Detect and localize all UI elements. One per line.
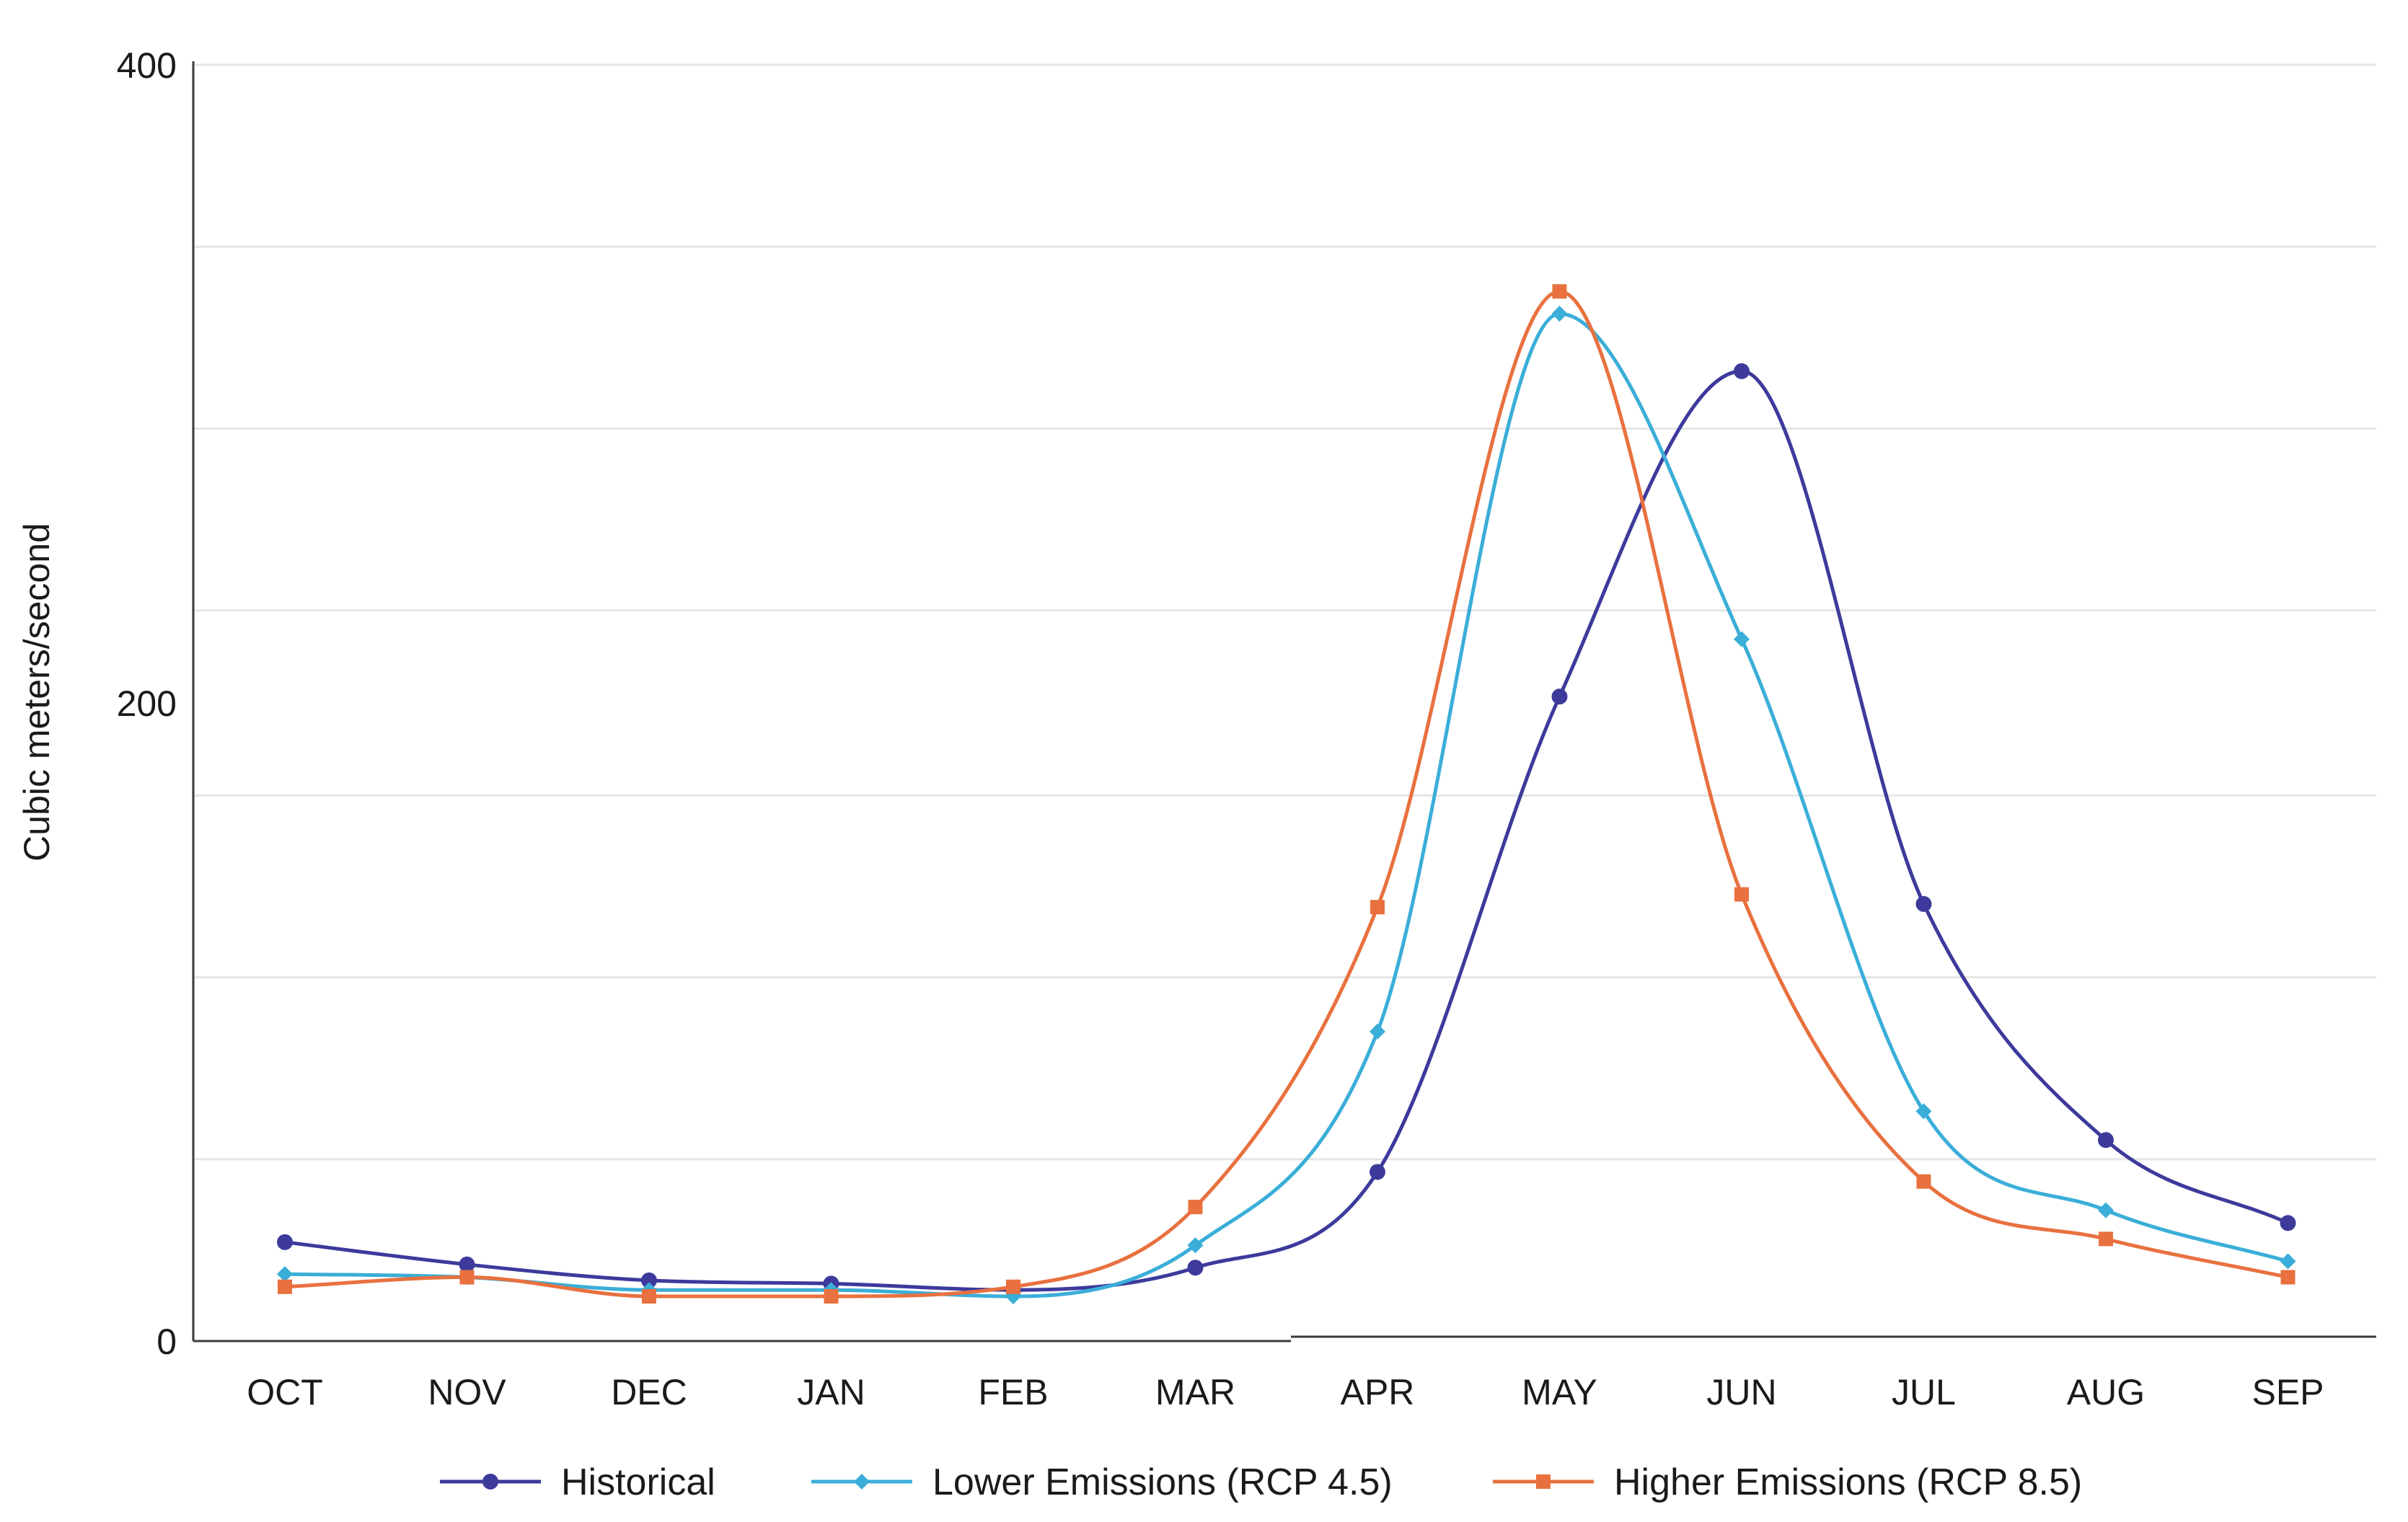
data-point bbox=[1734, 887, 1749, 902]
data-point bbox=[1915, 895, 1932, 912]
data-point bbox=[278, 1279, 292, 1294]
x-tick-label: MAY bbox=[1522, 1372, 1597, 1412]
data-point bbox=[277, 1266, 293, 1283]
data-point bbox=[2280, 1270, 2295, 1285]
x-tick-label: JAN bbox=[797, 1372, 865, 1412]
series-line bbox=[283, 369, 2290, 1292]
series-3 bbox=[278, 284, 2295, 1304]
x-tick-label: APR bbox=[1341, 1372, 1415, 1412]
data-point bbox=[1916, 1174, 1931, 1189]
x-tick-label: JUN bbox=[1706, 1372, 1776, 1412]
legend-item: Higher Emissions (RCP 8.5) bbox=[1493, 1461, 2082, 1503]
data-point bbox=[2280, 1253, 2296, 1270]
legend-marker bbox=[854, 1474, 870, 1490]
legend-label: Higher Emissions (RCP 8.5) bbox=[1614, 1461, 2082, 1503]
x-tick-label: DEC bbox=[611, 1372, 687, 1412]
legend-marker bbox=[482, 1474, 498, 1490]
data-point bbox=[1006, 1279, 1020, 1294]
axes bbox=[192, 61, 2376, 1342]
data-point bbox=[1370, 1023, 1385, 1040]
data-point bbox=[1551, 689, 1568, 705]
x-tick-label: OCT bbox=[247, 1372, 323, 1412]
y-tick-labels: 0 200 400 bbox=[117, 45, 177, 1362]
data-point bbox=[2098, 1132, 2114, 1149]
legend: Historical Lower Emissions (RCP 4.5) Highe… bbox=[440, 1461, 2082, 1503]
x-tick-label: MAR bbox=[1155, 1372, 1235, 1412]
data-point bbox=[277, 1234, 293, 1250]
legend-marker bbox=[1536, 1474, 1551, 1489]
x-tick-label: AUG bbox=[2067, 1372, 2145, 1412]
data-point bbox=[1915, 1103, 1932, 1120]
series bbox=[277, 284, 2296, 1305]
data-point bbox=[2098, 1202, 2114, 1218]
series-line bbox=[283, 311, 2290, 1298]
data-point bbox=[1188, 1200, 1203, 1215]
data-point bbox=[1187, 1237, 1204, 1254]
data-point bbox=[2099, 1231, 2113, 1247]
legend-item: Lower Emissions (RCP 4.5) bbox=[811, 1461, 1393, 1503]
gridlines bbox=[193, 63, 2376, 1161]
y-tick-label: 200 bbox=[117, 683, 177, 724]
series-line bbox=[283, 289, 2290, 1298]
legend-item: Historical bbox=[440, 1461, 715, 1503]
series-1 bbox=[277, 363, 2296, 1298]
data-point bbox=[1370, 900, 1385, 915]
series-2 bbox=[277, 306, 2296, 1305]
legend-label: Lower Emissions (RCP 4.5) bbox=[932, 1461, 1393, 1503]
data-point bbox=[459, 1256, 475, 1273]
data-point bbox=[1734, 631, 1750, 647]
data-point bbox=[1734, 363, 1750, 379]
data-point bbox=[1551, 306, 1568, 322]
data-point bbox=[2280, 1215, 2296, 1231]
data-point bbox=[642, 1289, 656, 1304]
x-tick-labels: OCT NOV DEC JAN FEB MAR APR MAY JUN JUL AUG SEP bbox=[247, 1372, 2324, 1412]
data-point bbox=[824, 1289, 839, 1304]
x-tick-label: NOV bbox=[428, 1372, 506, 1412]
x-tick-label: SEP bbox=[2252, 1372, 2324, 1412]
y-axis-title: Cubic meters/second bbox=[17, 523, 57, 862]
data-point bbox=[1370, 1164, 1385, 1180]
x-tick-label: JUL bbox=[1892, 1372, 1956, 1412]
y-tick-label: 400 bbox=[117, 45, 177, 86]
data-point bbox=[459, 1270, 475, 1285]
data-point bbox=[641, 1272, 657, 1288]
data-point bbox=[1187, 1260, 1204, 1276]
legend-label: Historical bbox=[561, 1461, 715, 1503]
y-tick-label: 0 bbox=[156, 1322, 177, 1362]
data-point bbox=[1552, 284, 1567, 299]
x-tick-label: FEB bbox=[978, 1372, 1048, 1412]
